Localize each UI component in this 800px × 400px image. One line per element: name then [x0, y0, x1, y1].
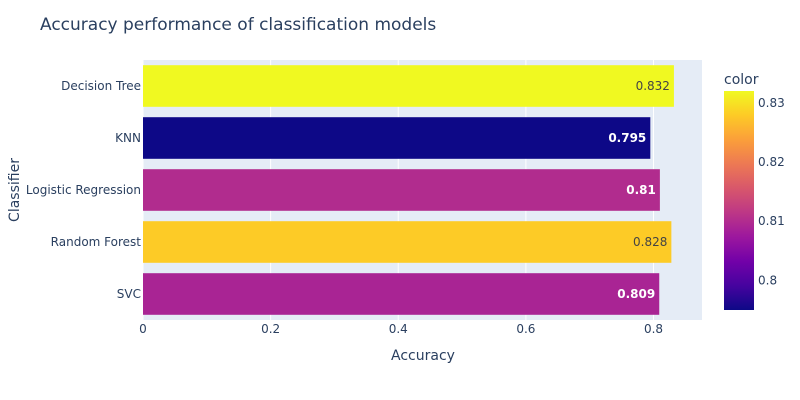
colorbar-tick-label: 0.82 — [758, 155, 785, 169]
colorbar-gradient — [724, 91, 754, 310]
bar-value-label: 0.809 — [617, 287, 655, 301]
colorbar-tick-label: 0.81 — [758, 214, 785, 228]
bar-value-label: 0.81 — [626, 183, 656, 197]
x-tick-label: 0.4 — [389, 322, 408, 336]
x-tick-label: 0.8 — [644, 322, 663, 336]
bar-value-label: 0.795 — [608, 131, 646, 145]
y-tick-label: SVC — [117, 287, 141, 301]
x-axis-title: Accuracy — [391, 348, 455, 364]
bar-value-label: 0.832 — [636, 79, 670, 93]
colorbar-tick-label: 0.8 — [758, 273, 777, 287]
colorbar-title: color — [724, 72, 759, 88]
x-tick-label: 0.2 — [261, 322, 280, 336]
x-tick-label: 0.6 — [516, 322, 535, 336]
y-axis-ticks: Decision Tree KNN Logistic Regression Rando… — [26, 79, 141, 301]
bar-decision-tree — [143, 65, 674, 107]
bar-random-forest — [143, 221, 672, 263]
bar-svc — [143, 273, 660, 315]
x-tick-label: 0 — [139, 322, 147, 336]
x-axis-ticks: 0 0.2 0.4 0.6 0.8 — [139, 322, 663, 336]
colorbar-tick-label: 0.83 — [758, 96, 785, 110]
bars — [143, 65, 674, 315]
chart-title: Accuracy performance of classification m… — [40, 15, 436, 35]
bar-labels: 0.832 0.795 0.81 0.828 0.809 — [608, 79, 670, 301]
colorbar-ticks: 0.8 0.81 0.82 0.83 — [758, 96, 785, 288]
bar-knn — [143, 117, 651, 159]
bar-logistic-regression — [143, 169, 660, 211]
y-axis-title: Classifier — [7, 158, 23, 222]
y-tick-label: Random Forest — [51, 235, 142, 249]
colorbar: color 0.8 0.81 0.82 0.83 — [724, 72, 785, 310]
y-tick-label: KNN — [115, 131, 141, 145]
y-tick-label: Decision Tree — [61, 79, 141, 93]
bar-value-label: 0.828 — [633, 235, 667, 249]
y-tick-label: Logistic Regression — [26, 183, 141, 197]
